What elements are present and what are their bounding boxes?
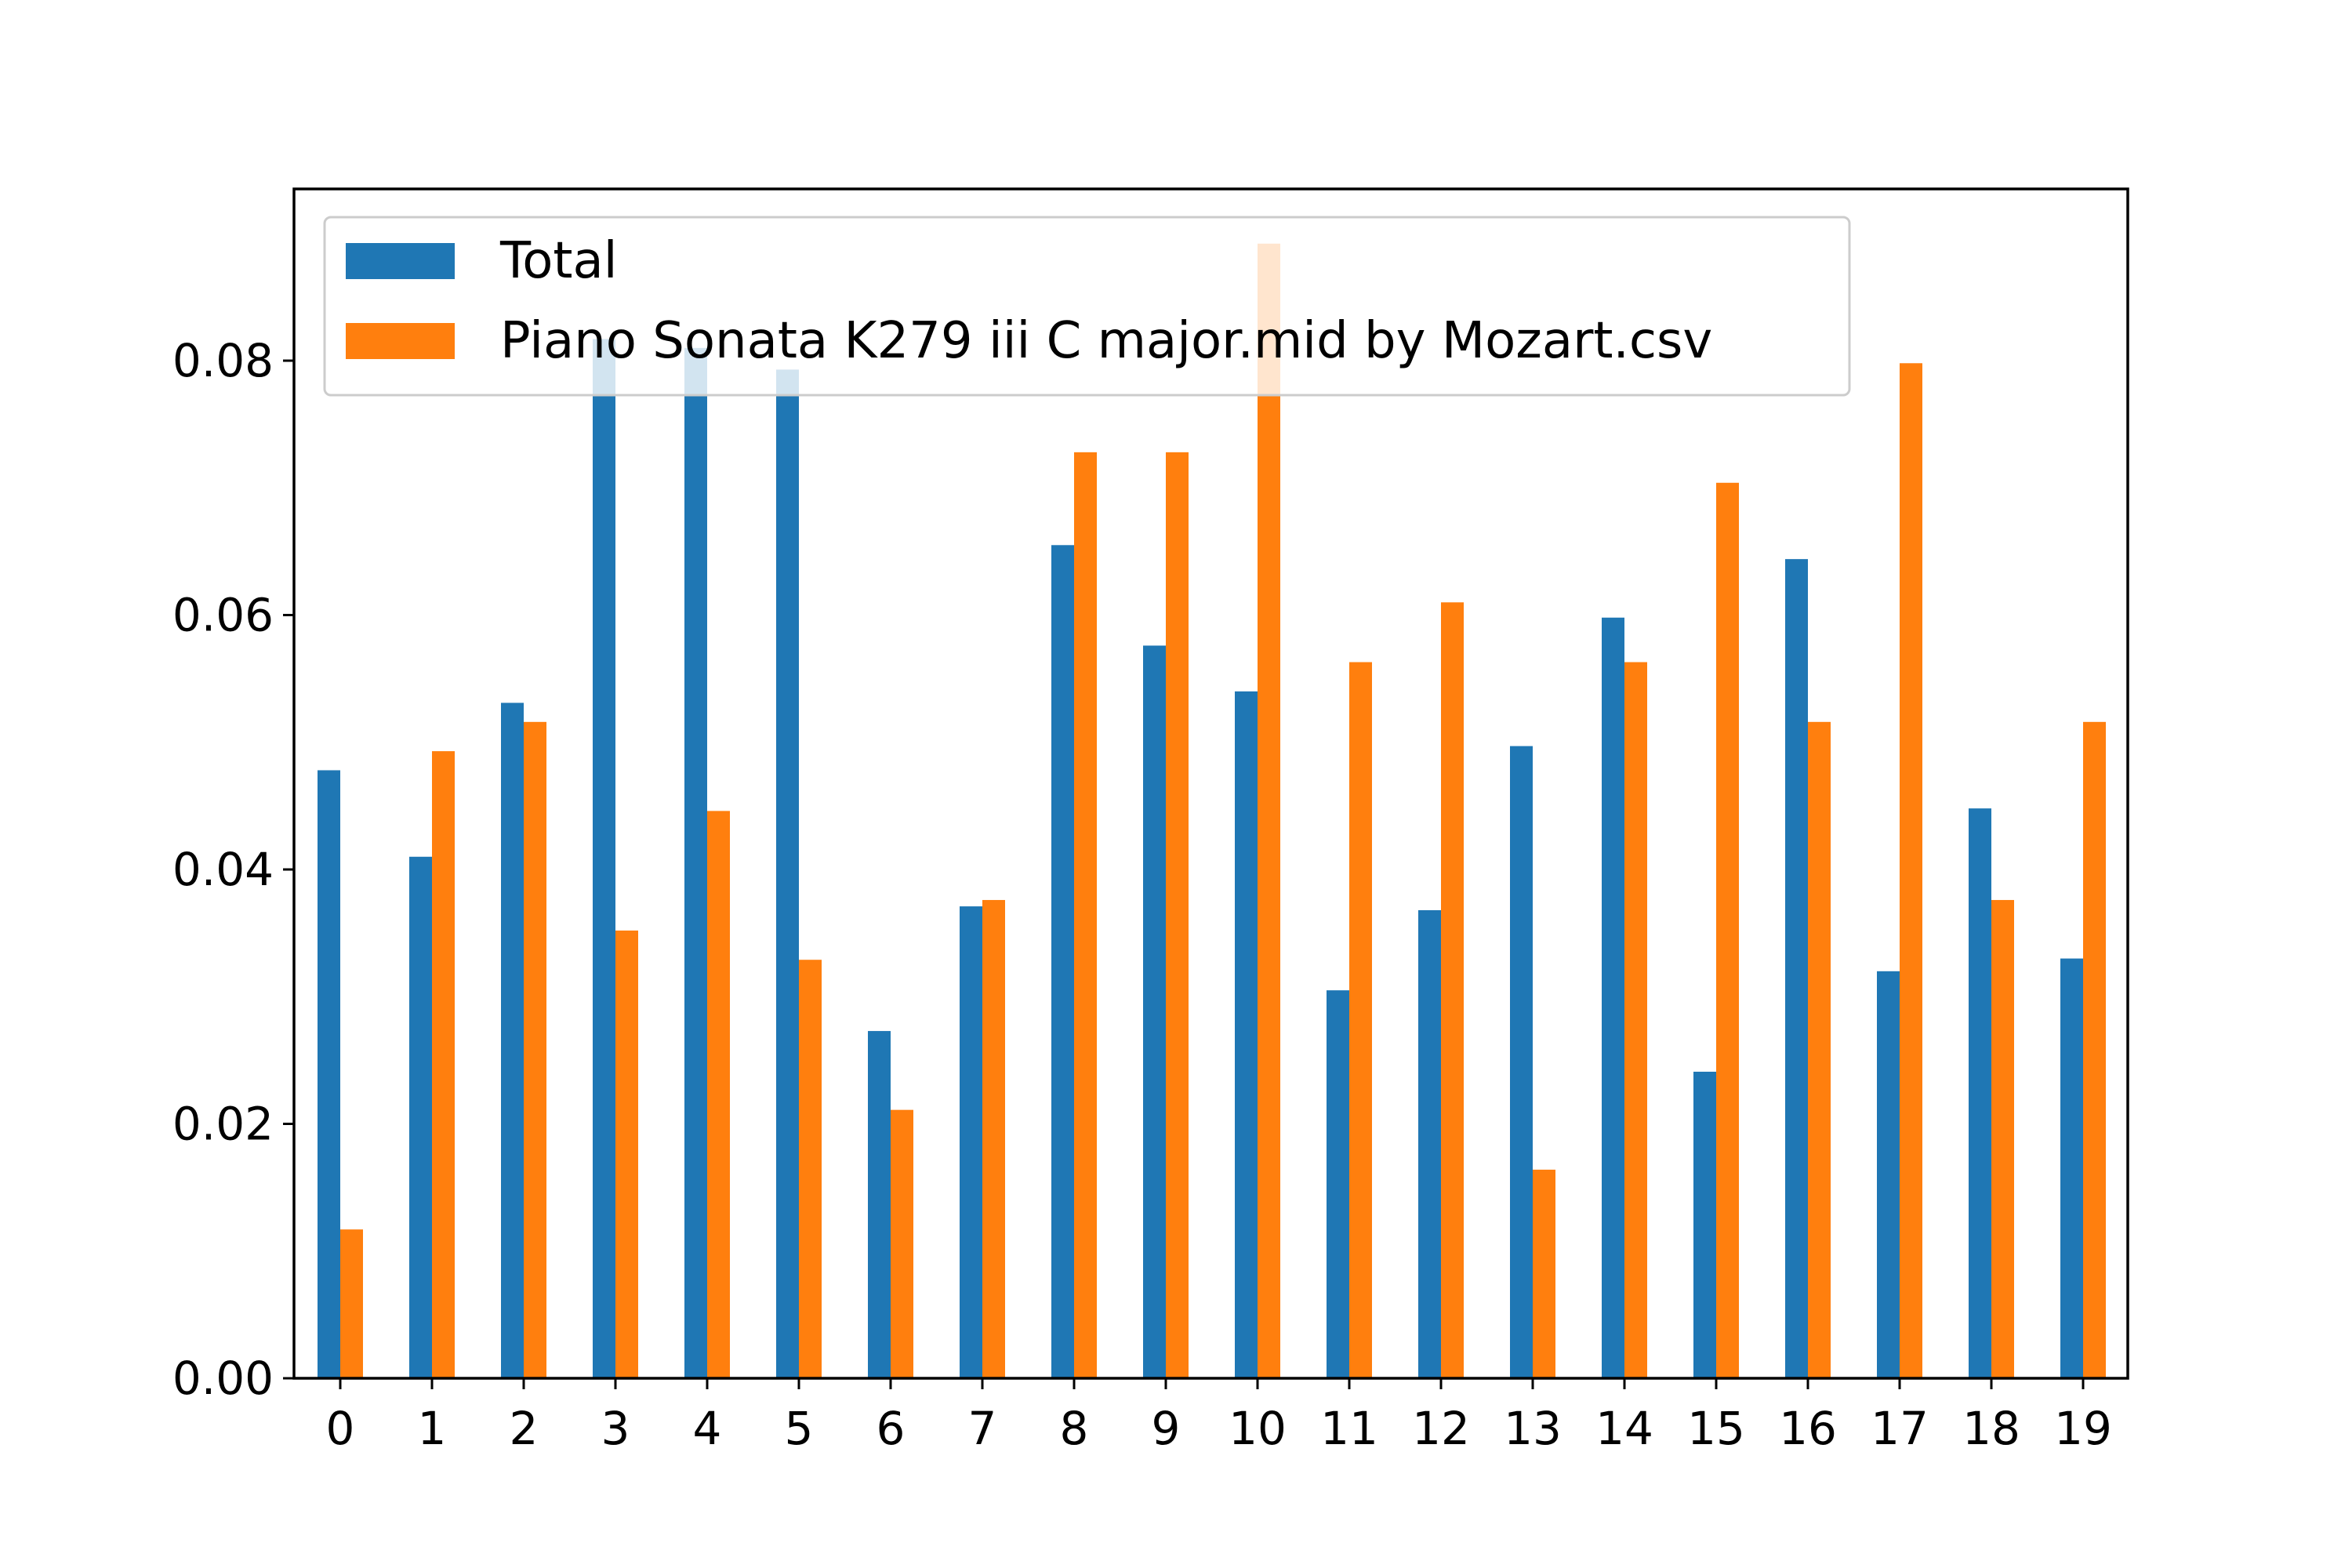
legend-box [323,216,1851,397]
x-tick-label: 9 [1152,1402,1181,1455]
x-axis: 0 1 2 3 4 5 6 7 8 9 10 11 12 13 14 15 16 17 18 19 [326,1378,2112,1455]
bars-layer [318,243,2106,1379]
bar-sonata-15 [1716,482,1739,1378]
x-tick-label: 4 [693,1402,722,1455]
bar-total-3 [593,339,615,1379]
x-tick-label: 18 [1962,1402,2020,1455]
x-tick-label: 3 [601,1402,630,1455]
legend: Total Piano Sonata K279 iii C major.mid b… [323,216,1851,397]
bar-total-19 [2060,958,2083,1378]
legend-label-sonata: Piano Sonata K279 iii C major.mid by Moz… [500,312,1712,370]
bar-total-17 [1877,971,1900,1378]
x-tick-label: 7 [968,1402,997,1455]
x-tick-label: 16 [1779,1402,1837,1455]
bar-sonata-11 [1349,662,1372,1378]
x-tick-label: 12 [1412,1402,1470,1455]
y-tick-label: 0.02 [172,1098,274,1151]
bar-sonata-1 [432,751,455,1378]
legend-swatch-total [346,243,455,279]
bar-sonata-13 [1533,1169,1555,1378]
y-tick-label: 0.06 [172,589,274,642]
bar-sonata-18 [1991,899,2014,1378]
bar-sonata-16 [1808,721,1831,1378]
y-tick-label: 0.08 [172,334,274,387]
y-axis: 0.00 0.02 0.04 0.06 0.08 [172,334,294,1405]
bar-total-15 [1693,1071,1716,1378]
bar-total-0 [318,770,340,1378]
x-tick-label: 10 [1229,1402,1287,1455]
x-tick-label: 14 [1595,1402,1653,1455]
y-tick-label: 0.00 [172,1352,274,1405]
bar-sonata-0 [340,1229,363,1378]
bar-total-7 [960,906,982,1378]
bar-sonata-14 [1624,662,1647,1378]
bar-total-5 [776,369,799,1379]
bar-sonata-12 [1441,602,1464,1378]
bar-sonata-5 [799,960,822,1378]
bar-sonata-3 [615,930,638,1378]
bar-total-1 [409,856,432,1378]
bar-total-11 [1327,990,1349,1378]
bar-total-16 [1785,559,1808,1379]
bar-total-2 [501,702,524,1378]
bar-sonata-4 [707,811,730,1378]
x-tick-label: 1 [418,1402,447,1455]
bar-total-18 [1969,808,1991,1378]
bar-sonata-6 [891,1109,913,1378]
bar-total-12 [1418,909,1441,1378]
bar-sonata-10 [1258,243,1280,1379]
x-tick-label: 17 [1871,1402,1929,1455]
bar-total-4 [684,347,707,1378]
x-tick-label: 19 [2054,1402,2112,1455]
bar-total-8 [1051,545,1074,1378]
bar-sonata-19 [2083,721,2106,1378]
x-tick-label: 6 [877,1402,906,1455]
legend-label-total: Total [499,232,617,290]
bar-total-13 [1510,746,1533,1378]
x-tick-label: 13 [1504,1402,1562,1455]
legend-swatch-sonata [346,323,455,359]
x-tick-label: 11 [1320,1402,1378,1455]
bar-sonata-2 [524,721,546,1378]
bar-sonata-8 [1074,452,1097,1379]
x-tick-label: 2 [510,1402,539,1455]
bar-sonata-9 [1166,452,1189,1379]
x-tick-label: 0 [326,1402,355,1455]
bar-total-6 [868,1031,891,1378]
bar-sonata-17 [1900,363,1922,1379]
bar-total-14 [1602,617,1624,1378]
bar-total-9 [1143,645,1166,1378]
bar-total-10 [1235,691,1258,1378]
axes-frame [292,187,2129,1380]
x-tick-label: 8 [1060,1402,1089,1455]
bar-sonata-7 [982,899,1005,1378]
y-tick-label: 0.04 [172,843,274,896]
x-tick-label: 5 [785,1402,814,1455]
x-tick-label: 15 [1687,1402,1745,1455]
